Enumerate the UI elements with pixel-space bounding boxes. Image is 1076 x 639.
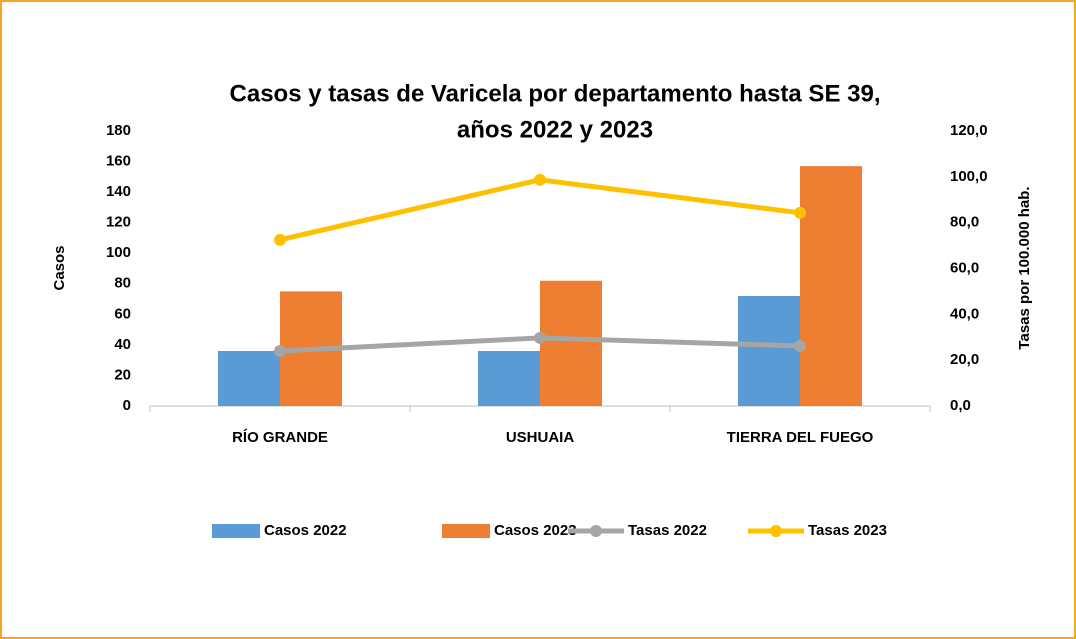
x-tick-label: USHUAIA bbox=[506, 429, 575, 446]
legend-swatch bbox=[442, 524, 490, 538]
y-tick-label: 160 bbox=[106, 153, 131, 170]
y-tick-label: 20 bbox=[114, 366, 131, 383]
y-tick-label: 100 bbox=[106, 244, 131, 261]
legend-label: Casos 2023 bbox=[494, 522, 577, 539]
y-tick-label: 180 bbox=[106, 122, 131, 139]
y2-tick-label: 40,0 bbox=[950, 305, 979, 322]
y2-tick-label: 60,0 bbox=[950, 259, 979, 276]
x-tick-label: TIERRA DEL FUEGO bbox=[727, 429, 874, 446]
chart-title: Casos y tasas de Varicela por departamen… bbox=[230, 80, 881, 107]
legend-label: Casos 2022 bbox=[264, 522, 347, 539]
y-axis-label: Casos bbox=[51, 245, 68, 290]
legend-label: Tasas 2022 bbox=[628, 522, 707, 539]
bar bbox=[478, 351, 540, 406]
legend-swatch bbox=[590, 525, 602, 537]
bar bbox=[738, 296, 800, 406]
y-tick-label: 140 bbox=[106, 183, 131, 200]
y2-tick-label: 80,0 bbox=[950, 214, 979, 231]
y2-tick-label: 120,0 bbox=[950, 122, 988, 139]
legend-swatch bbox=[212, 524, 260, 538]
chart-title: años 2022 y 2023 bbox=[457, 116, 653, 143]
legend-label: Tasas 2023 bbox=[808, 522, 887, 539]
y2-axis-label: Tasas por 100.000 hab. bbox=[1016, 186, 1033, 349]
line-marker bbox=[534, 173, 546, 186]
y2-tick-label: 0,0 bbox=[950, 397, 971, 414]
line-marker bbox=[534, 331, 546, 344]
line-marker bbox=[274, 345, 286, 357]
bar bbox=[218, 351, 280, 406]
y-tick-label: 120 bbox=[106, 214, 131, 231]
y2-tick-label: 100,0 bbox=[950, 168, 988, 185]
line-marker bbox=[794, 206, 806, 219]
bar bbox=[800, 166, 862, 406]
line-marker bbox=[274, 233, 286, 246]
x-tick-label: RÍO GRANDE bbox=[232, 429, 328, 446]
y2-tick-label: 20,0 bbox=[950, 351, 979, 368]
y-tick-label: 80 bbox=[114, 275, 131, 292]
y-tick-label: 0 bbox=[123, 397, 131, 414]
y-tick-label: 60 bbox=[114, 305, 131, 322]
line-marker bbox=[794, 339, 806, 352]
bar bbox=[540, 280, 602, 406]
y-tick-label: 40 bbox=[114, 336, 131, 353]
legend-swatch bbox=[770, 525, 782, 537]
